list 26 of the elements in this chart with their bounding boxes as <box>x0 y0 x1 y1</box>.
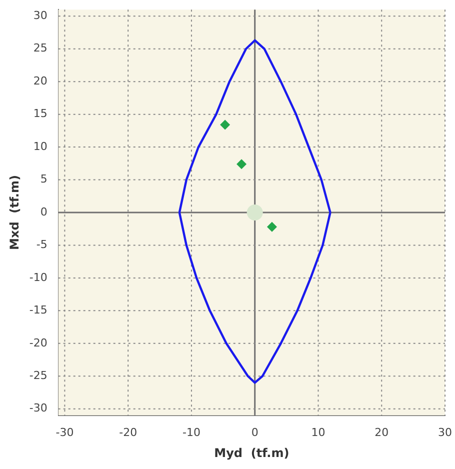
x-tick-label: 20 <box>374 426 389 439</box>
x-axis-title: Myd (tf.m) <box>214 446 290 460</box>
x-tick-label: 0 <box>251 426 258 439</box>
x-tick-label: -20 <box>119 426 138 439</box>
x-tick-label: 30 <box>438 426 452 439</box>
y-tick-label: 25 <box>33 42 48 55</box>
y-tick-label: 0 <box>40 205 48 218</box>
y-tick-label: 30 <box>33 9 48 22</box>
y-tick-label: -20 <box>29 336 48 350</box>
point <box>236 159 247 170</box>
y-tick-label: 5 <box>40 172 48 186</box>
point <box>246 204 263 220</box>
y-tick-label: -15 <box>29 304 48 317</box>
y-tick-label: -30 <box>29 402 48 415</box>
point <box>220 120 230 130</box>
y-tick-label: 20 <box>33 74 48 88</box>
y-tick-label: -25 <box>29 368 48 382</box>
y-tick-label: 10 <box>33 140 48 153</box>
y-axis-title: Mxd (tf.m) <box>7 175 22 250</box>
x-tick-label: -30 <box>56 426 74 439</box>
y-tick-label: -5 <box>36 238 48 252</box>
y-tick-label: -10 <box>29 270 48 284</box>
y-tick-label: 15 <box>33 107 48 120</box>
point <box>266 222 277 232</box>
x-tick-label: 10 <box>311 426 326 439</box>
x-tick-label: -10 <box>182 426 200 439</box>
